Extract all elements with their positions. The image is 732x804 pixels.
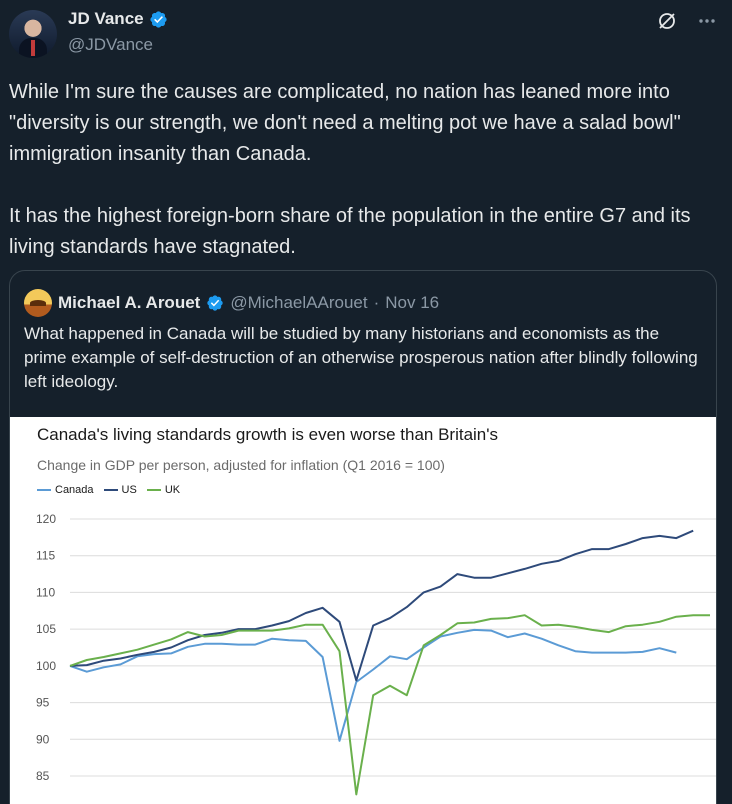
grok-icon[interactable]	[656, 10, 678, 32]
quote-header: Michael A. Arouet @MichaelAArouet · Nov …	[24, 289, 439, 317]
legend-item-canada: Canada	[37, 484, 94, 496]
chart-title: Canada's living standards growth is even…	[37, 425, 499, 444]
series-line-us	[69, 529, 694, 682]
series-line-uk	[69, 614, 710, 796]
chart-legend: Canada US UK	[37, 484, 180, 496]
series-line-canada	[69, 628, 677, 742]
tweet-text: While I'm sure the causes are complicate…	[9, 81, 691, 258]
author-display-name[interactable]: JD Vance	[68, 9, 144, 28]
y-tick-label: 110	[36, 585, 55, 599]
quote-separator: ·	[373, 293, 380, 312]
y-tick-label: 120	[36, 512, 56, 526]
y-tick-label: 85	[36, 769, 50, 783]
verified-badge-icon	[207, 295, 224, 311]
quote-date[interactable]: Nov 16	[385, 293, 440, 312]
chart-image[interactable]: Canada's living standards growth is even…	[10, 417, 716, 804]
legend-label-uk: UK	[164, 484, 181, 496]
quote-author-avatar[interactable]	[24, 289, 52, 317]
quote-text: What happened in Canada will be studied …	[24, 324, 698, 391]
verified-badge-icon	[149, 10, 167, 28]
tweet-header: JD Vance @JDVance	[0, 0, 732, 64]
y-tick-label: 100	[36, 659, 56, 673]
legend-swatch-uk	[146, 489, 161, 491]
y-tick-label: 90	[36, 732, 50, 746]
author-avatar[interactable]	[9, 10, 57, 58]
chart-plot: 120 115 110 105 100 95 90 85	[36, 512, 716, 796]
legend-swatch-canada	[37, 489, 51, 491]
y-tick-label: 115	[36, 549, 55, 563]
legend-label-canada: Canada	[55, 484, 94, 496]
quoted-tweet[interactable]: Michael A. Arouet @MichaelAArouet · Nov …	[9, 270, 717, 804]
author-handle[interactable]: @JDVance	[68, 35, 153, 54]
avatar-tie	[31, 40, 35, 56]
more-icon[interactable]	[696, 10, 718, 32]
legend-item-uk: UK	[146, 484, 181, 496]
legend-swatch-us	[103, 489, 118, 491]
y-tick-label: 95	[36, 696, 50, 710]
legend-label-us: US	[121, 484, 137, 496]
y-tick-label: 105	[36, 622, 56, 636]
legend-item-us: US	[103, 484, 137, 496]
header-actions	[656, 10, 718, 32]
author-name-row: JD Vance	[68, 9, 168, 29]
chart-subtitle: Change in GDP per person, adjusted for i…	[37, 457, 445, 473]
quote-author-name[interactable]: Michael A. Arouet	[58, 293, 201, 312]
quote-author-handle[interactable]: @MichaelAArouet	[230, 293, 368, 312]
